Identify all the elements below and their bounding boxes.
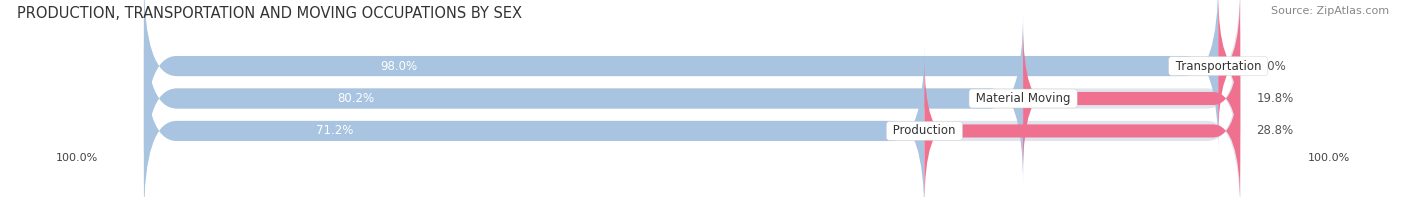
- FancyBboxPatch shape: [143, 44, 924, 197]
- Text: 71.2%: 71.2%: [315, 125, 353, 138]
- Text: Source: ZipAtlas.com: Source: ZipAtlas.com: [1271, 6, 1389, 16]
- FancyBboxPatch shape: [143, 0, 1240, 153]
- Text: 100.0%: 100.0%: [1308, 153, 1350, 163]
- Legend: Male, Female: Male, Female: [645, 194, 761, 197]
- FancyBboxPatch shape: [924, 56, 1240, 197]
- FancyBboxPatch shape: [143, 11, 1024, 186]
- Text: PRODUCTION, TRANSPORTATION AND MOVING OCCUPATIONS BY SEX: PRODUCTION, TRANSPORTATION AND MOVING OC…: [17, 6, 522, 21]
- Text: Material Moving: Material Moving: [972, 92, 1074, 105]
- FancyBboxPatch shape: [1024, 24, 1240, 173]
- FancyBboxPatch shape: [143, 11, 1240, 186]
- FancyBboxPatch shape: [143, 44, 1240, 197]
- FancyBboxPatch shape: [143, 0, 1218, 153]
- Text: 2.0%: 2.0%: [1257, 59, 1286, 72]
- Text: 100.0%: 100.0%: [56, 153, 98, 163]
- Text: Transportation: Transportation: [1171, 59, 1265, 72]
- Text: 80.2%: 80.2%: [337, 92, 374, 105]
- Text: 98.0%: 98.0%: [380, 59, 418, 72]
- Text: 19.8%: 19.8%: [1257, 92, 1294, 105]
- FancyBboxPatch shape: [1213, 0, 1246, 141]
- Text: Production: Production: [890, 125, 959, 138]
- Text: 28.8%: 28.8%: [1257, 125, 1294, 138]
